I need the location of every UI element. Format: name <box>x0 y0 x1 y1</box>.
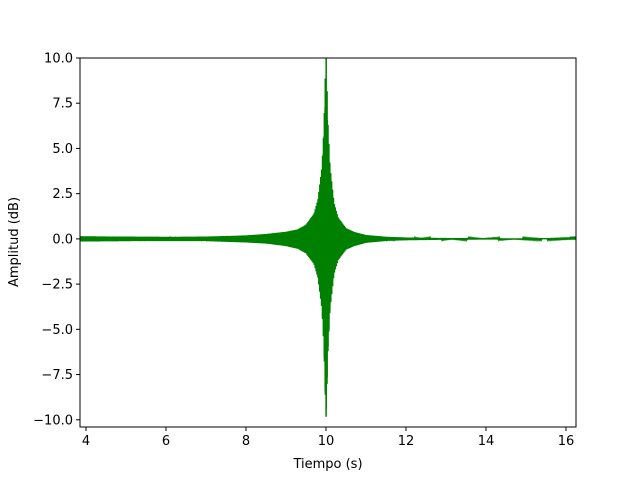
y-tick-label: −2.5 <box>41 278 73 293</box>
y-tick-label: 0.0 <box>52 232 73 247</box>
x-axis-label: Tiempo (s) <box>292 457 362 472</box>
x-tick-label: 16 <box>558 434 575 449</box>
x-tick-label: 4 <box>82 434 90 449</box>
y-tick-label: −10.0 <box>33 413 73 428</box>
y-tick-label: 7.5 <box>52 97 73 112</box>
x-tick-label: 12 <box>398 434 415 449</box>
series-layer <box>80 58 576 417</box>
y-tick-label: 10.0 <box>44 52 73 67</box>
series-line <box>80 58 576 417</box>
x-tick-label: 14 <box>478 434 495 449</box>
y-tick-label: 2.5 <box>52 187 73 202</box>
x-tick-label: 10 <box>318 434 335 449</box>
y-axis-ticks: −10.0 −7.5 −5.0 −2.5 0.0 2.5 5.0 7.5 10.0 <box>33 52 80 428</box>
x-axis-ticks: 4 6 8 10 12 14 16 <box>82 427 574 449</box>
x-tick-label: 8 <box>242 434 250 449</box>
y-tick-label: −5.0 <box>41 323 73 338</box>
y-tick-label: −7.5 <box>41 368 73 383</box>
x-tick-label: 6 <box>162 434 170 449</box>
y-tick-label: 5.0 <box>52 142 73 157</box>
y-axis-label: Amplitud (dB) <box>7 197 22 287</box>
plot-frame <box>79 57 577 428</box>
